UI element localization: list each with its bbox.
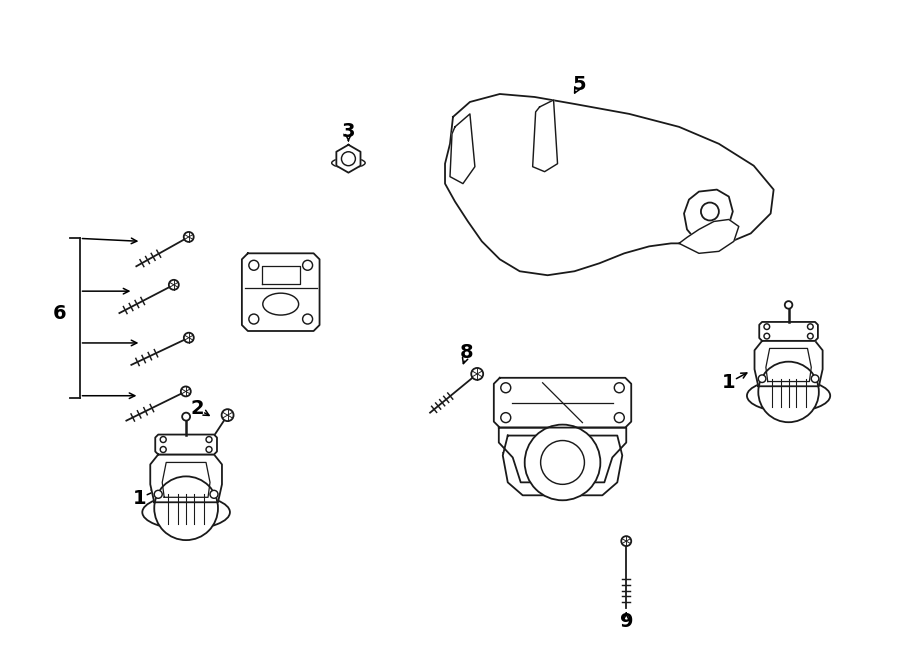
- Ellipse shape: [332, 158, 365, 168]
- Text: 9: 9: [619, 612, 633, 631]
- Circle shape: [206, 447, 212, 453]
- Text: 5: 5: [572, 75, 586, 94]
- Text: 7: 7: [501, 451, 515, 470]
- Text: 1: 1: [722, 373, 735, 392]
- Circle shape: [182, 412, 190, 420]
- Circle shape: [160, 436, 166, 442]
- Polygon shape: [499, 428, 626, 483]
- Circle shape: [500, 383, 510, 393]
- Circle shape: [764, 324, 770, 329]
- Circle shape: [615, 412, 625, 422]
- Circle shape: [615, 383, 625, 393]
- Text: 4: 4: [299, 254, 312, 273]
- Ellipse shape: [263, 293, 299, 315]
- Circle shape: [621, 536, 631, 546]
- Polygon shape: [242, 253, 320, 331]
- Circle shape: [221, 409, 234, 421]
- Circle shape: [341, 152, 356, 166]
- Circle shape: [210, 490, 218, 498]
- Polygon shape: [754, 341, 823, 386]
- Circle shape: [500, 412, 510, 422]
- Polygon shape: [760, 322, 818, 341]
- Circle shape: [169, 280, 179, 290]
- Circle shape: [525, 424, 600, 500]
- Circle shape: [160, 447, 166, 453]
- Text: 6: 6: [53, 303, 67, 323]
- Circle shape: [184, 332, 194, 342]
- Ellipse shape: [142, 495, 230, 529]
- Circle shape: [181, 387, 191, 397]
- Polygon shape: [450, 114, 475, 184]
- Circle shape: [248, 314, 259, 324]
- Circle shape: [807, 333, 814, 339]
- Circle shape: [248, 260, 259, 270]
- Circle shape: [302, 260, 312, 270]
- Circle shape: [472, 368, 483, 380]
- Circle shape: [785, 301, 792, 309]
- Circle shape: [302, 314, 312, 324]
- Text: 8: 8: [460, 344, 473, 362]
- Polygon shape: [445, 94, 774, 275]
- Text: 2: 2: [190, 399, 204, 418]
- Polygon shape: [679, 219, 739, 253]
- Circle shape: [184, 232, 194, 242]
- Polygon shape: [503, 436, 622, 495]
- Circle shape: [154, 490, 162, 498]
- Polygon shape: [150, 455, 222, 502]
- Circle shape: [759, 375, 766, 383]
- Polygon shape: [155, 434, 217, 455]
- Circle shape: [206, 436, 212, 442]
- Ellipse shape: [747, 379, 830, 412]
- Circle shape: [807, 324, 814, 329]
- Circle shape: [541, 440, 584, 485]
- Circle shape: [811, 375, 819, 383]
- Circle shape: [759, 362, 819, 422]
- Circle shape: [701, 202, 719, 221]
- Text: 1: 1: [132, 488, 146, 508]
- Circle shape: [154, 477, 218, 540]
- Polygon shape: [494, 378, 631, 428]
- Text: 3: 3: [342, 122, 356, 141]
- Polygon shape: [337, 145, 361, 173]
- Polygon shape: [533, 100, 557, 172]
- Circle shape: [764, 333, 770, 339]
